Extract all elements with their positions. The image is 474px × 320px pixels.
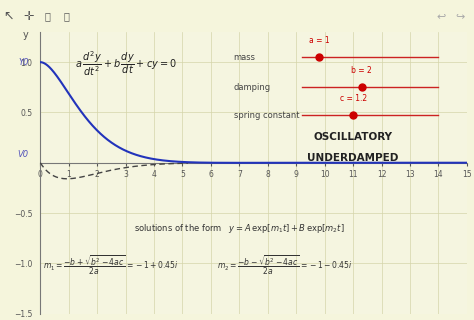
Text: mass: mass: [234, 53, 255, 62]
Text: UNDERDAMPED: UNDERDAMPED: [308, 153, 399, 163]
Text: Y0: Y0: [18, 58, 29, 67]
Text: $m_1 = \dfrac{-b + \sqrt{b^2 - 4ac}}{2a} = -1 + 0.45i$: $m_1 = \dfrac{-b + \sqrt{b^2 - 4ac}}{2a}…: [43, 253, 179, 277]
Text: damping: damping: [234, 83, 271, 92]
Text: ↩: ↩: [436, 11, 446, 21]
Text: V0: V0: [18, 150, 29, 159]
Text: y: y: [23, 30, 29, 40]
Text: a = 1: a = 1: [309, 36, 329, 45]
Text: $a\,\dfrac{d^2y}{dt^2} + b\,\dfrac{dy}{dt} + cy = 0$: $a\,\dfrac{d^2y}{dt^2} + b\,\dfrac{dy}{d…: [75, 49, 176, 78]
Text: OSCILLATORY: OSCILLATORY: [314, 132, 392, 141]
Text: $m_2 = \dfrac{-b - \sqrt{b^2 - 4ac}}{2a} = -1 - 0.45i$: $m_2 = \dfrac{-b - \sqrt{b^2 - 4ac}}{2a}…: [217, 253, 352, 277]
Text: ✛: ✛: [23, 10, 34, 22]
Text: 🔍: 🔍: [45, 11, 50, 21]
Text: ↖: ↖: [3, 10, 14, 22]
Text: b = 2: b = 2: [351, 66, 372, 75]
Text: solutions of the form   $y = A\,\mathrm{exp}[m_1 t] + B\,\mathrm{exp}[m_2 t]$: solutions of the form $y = A\,\mathrm{ex…: [134, 222, 345, 235]
Text: c = 1.2: c = 1.2: [339, 94, 367, 103]
Text: ↪: ↪: [455, 11, 465, 21]
Text: 🔍: 🔍: [64, 11, 69, 21]
Text: spring constant: spring constant: [234, 111, 299, 120]
